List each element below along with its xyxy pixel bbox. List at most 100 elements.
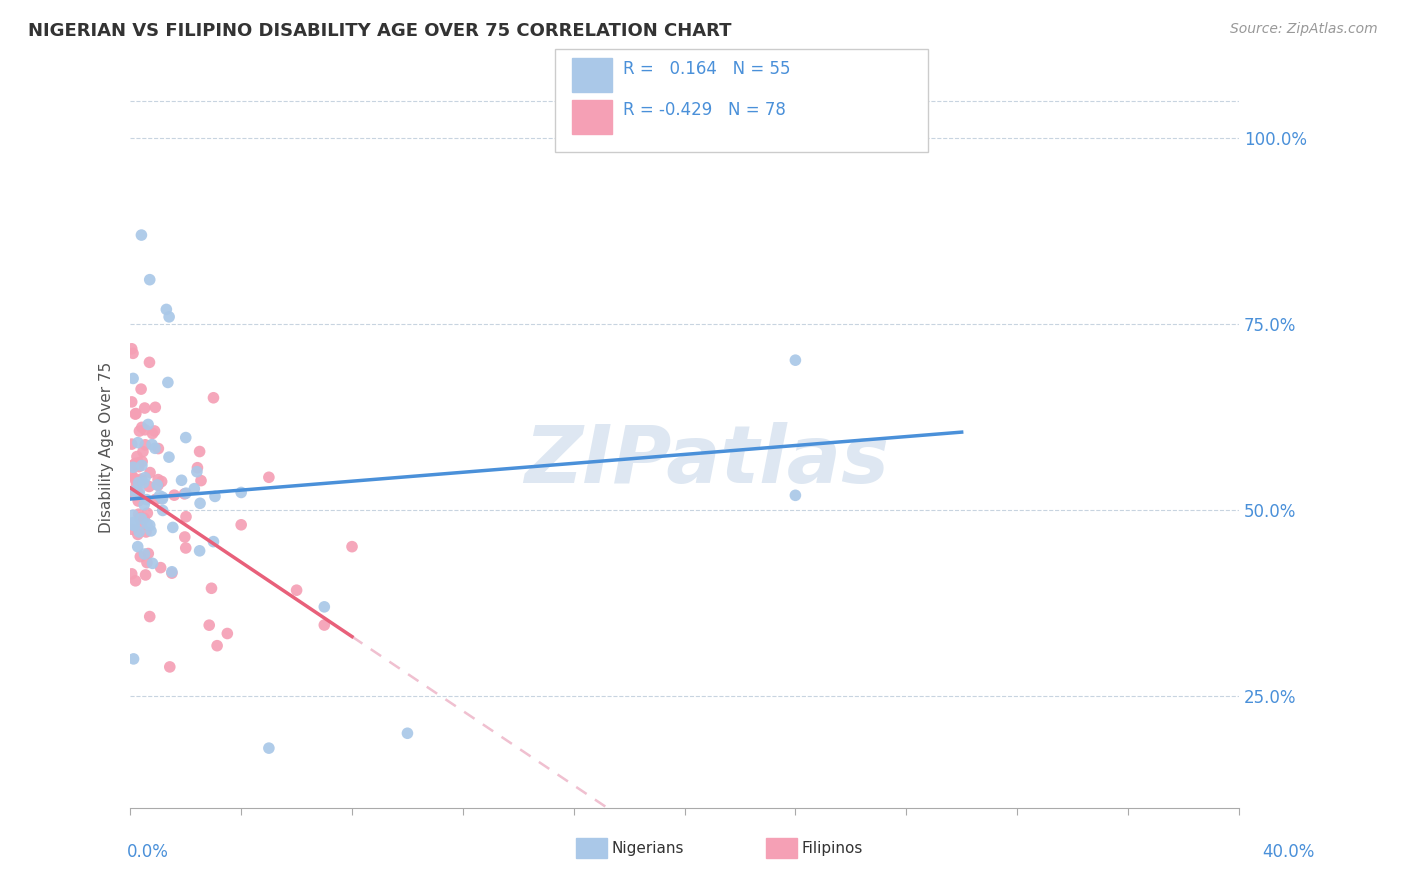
Point	[183, 482, 205, 496]
Point	[135, 568, 157, 582]
Point	[162, 520, 184, 534]
Point	[150, 491, 173, 506]
Point	[138, 355, 160, 369]
Point	[146, 473, 169, 487]
Point	[340, 540, 363, 554]
Point	[124, 407, 146, 421]
Point	[202, 391, 225, 405]
Point	[132, 444, 155, 458]
Point	[122, 652, 145, 666]
Point	[122, 484, 145, 499]
Point	[174, 541, 197, 555]
Point	[145, 492, 167, 507]
Point	[131, 472, 153, 486]
Point	[785, 353, 807, 368]
Text: NIGERIAN VS FILIPINO DISABILITY AGE OVER 75 CORRELATION CHART: NIGERIAN VS FILIPINO DISABILITY AGE OVER…	[28, 22, 731, 40]
Point	[121, 458, 143, 473]
Point	[163, 488, 186, 502]
Point	[121, 468, 143, 483]
Point	[131, 228, 153, 243]
Point	[124, 457, 146, 471]
Point	[136, 516, 159, 531]
Point	[143, 424, 166, 438]
Text: Filipinos: Filipinos	[801, 841, 863, 855]
Point	[134, 498, 156, 512]
Point	[128, 510, 150, 524]
Point	[134, 547, 156, 561]
Point	[149, 560, 172, 574]
Point	[314, 618, 336, 632]
Point	[125, 407, 148, 421]
Point	[136, 556, 159, 570]
Point	[134, 401, 156, 415]
Point	[149, 489, 172, 503]
Point	[121, 342, 143, 356]
Point	[134, 438, 156, 452]
Point	[128, 524, 150, 539]
Point	[125, 450, 148, 464]
Point	[131, 458, 153, 473]
Point	[186, 465, 208, 479]
Point	[128, 485, 150, 500]
Point	[152, 503, 174, 517]
Point	[198, 618, 221, 632]
Point	[128, 424, 150, 438]
Point	[200, 581, 222, 595]
Point	[122, 517, 145, 532]
Point	[186, 460, 208, 475]
Point	[174, 431, 197, 445]
Point	[122, 346, 145, 360]
Point	[231, 485, 253, 500]
Text: 40.0%: 40.0%	[1263, 843, 1315, 861]
Point	[396, 726, 419, 740]
Point	[174, 509, 197, 524]
Point	[131, 454, 153, 468]
Point	[127, 540, 149, 554]
Point	[173, 530, 195, 544]
Point	[122, 371, 145, 385]
Point	[124, 486, 146, 500]
Point	[129, 473, 152, 487]
Point	[257, 470, 280, 484]
Point	[136, 506, 159, 520]
Point	[138, 479, 160, 493]
Point	[125, 477, 148, 491]
Point	[124, 574, 146, 588]
Point	[152, 490, 174, 504]
Point	[285, 583, 308, 598]
Point	[217, 626, 239, 640]
Point	[143, 442, 166, 456]
Point	[155, 302, 177, 317]
Point	[202, 534, 225, 549]
Text: Source: ZipAtlas.com: Source: ZipAtlas.com	[1230, 22, 1378, 37]
Point	[128, 475, 150, 490]
Point	[128, 459, 150, 474]
Point	[146, 478, 169, 492]
Point	[141, 437, 163, 451]
Point	[157, 310, 180, 324]
Point	[143, 401, 166, 415]
Point	[146, 478, 169, 492]
Point	[139, 524, 162, 538]
Point	[150, 475, 173, 489]
Point	[129, 549, 152, 564]
Text: R =   0.164   N = 55: R = 0.164 N = 55	[623, 60, 790, 78]
Point	[139, 466, 162, 480]
Point	[131, 511, 153, 525]
Point	[122, 485, 145, 500]
Point	[160, 565, 183, 579]
Point	[131, 420, 153, 434]
Point	[131, 517, 153, 532]
Point	[121, 395, 143, 409]
Point	[188, 496, 211, 510]
Point	[121, 522, 143, 536]
Point	[122, 516, 145, 530]
Point	[160, 566, 183, 581]
Point	[231, 517, 253, 532]
Point	[122, 518, 145, 533]
Point	[134, 470, 156, 484]
Point	[128, 507, 150, 521]
Point	[138, 273, 160, 287]
Point	[141, 557, 163, 571]
Point	[122, 460, 145, 475]
